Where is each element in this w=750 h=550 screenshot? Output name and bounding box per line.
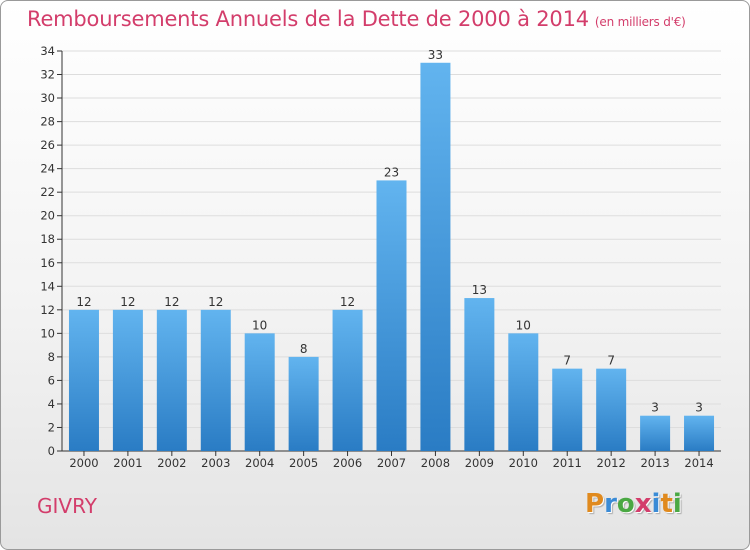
bar [332,309,363,451]
y-tick-label: 6 [48,373,55,387]
bar-value-label: 13 [472,283,487,297]
x-tick-label: 2014 [684,456,713,470]
bar [684,415,715,451]
x-tick-label: 2011 [553,456,582,470]
x-tick-label: 2002 [157,456,186,470]
chart-title: Remboursements Annuels de la Dette de 20… [27,7,686,31]
bar [244,333,275,451]
bar [508,333,539,451]
bar-value-label: 10 [516,318,531,332]
logo-letter: P [585,489,605,519]
y-tick-label: 8 [48,350,55,364]
x-tick-label: 2006 [333,456,362,470]
bar-value-label: 10 [252,318,267,332]
bar-value-label: 3 [651,401,659,415]
bar [68,309,99,451]
bar-value-label: 23 [384,165,399,179]
y-tick-label: 10 [40,326,55,340]
bar-value-label: 7 [607,354,615,368]
y-tick-label: 4 [48,397,55,411]
chart-title-text: Remboursements Annuels de la Dette de 20… [27,7,589,31]
logo-letter: i [672,489,682,519]
bar-value-label: 12 [208,295,223,309]
chart-unit-note: (en milliers d'€) [594,15,686,29]
x-tick-label: 2008 [421,456,450,470]
logo-letter: t [660,489,673,519]
x-tick-label: 2003 [201,456,230,470]
x-tick-label: 2010 [509,456,538,470]
y-tick-label: 2 [48,420,55,434]
y-tick-label: 34 [40,44,55,58]
bar [552,368,583,451]
y-tick-label: 32 [40,68,55,82]
y-tick-label: 24 [40,162,55,176]
logo-letter: o [616,489,635,519]
y-tick-label: 18 [40,232,55,246]
bar-value-label: 33 [428,48,443,62]
bar-value-label: 12 [340,295,355,309]
logo-letter: x [634,489,652,519]
y-tick-label: 26 [40,138,55,152]
x-tick-label: 2001 [113,456,142,470]
bar-value-label: 8 [300,342,308,356]
bar [200,309,231,451]
bar [112,309,143,451]
bar [640,415,671,451]
x-tick-label: 2005 [289,456,318,470]
bar-value-label: 12 [164,295,179,309]
x-tick-label: 2000 [69,456,98,470]
logo-letter: r [604,489,617,519]
proxiti-logo: Proxiti [585,489,682,519]
y-tick-label: 0 [48,444,55,458]
bar-value-label: 3 [695,401,703,415]
bar [464,298,495,451]
y-tick-label: 20 [40,209,55,223]
x-tick-label: 2007 [377,456,406,470]
y-tick-label: 14 [40,279,55,293]
bar [376,180,407,452]
city-name: GIVRY [37,494,97,518]
logo-letter: i [651,489,661,519]
bar [420,62,451,451]
x-tick-label: 2004 [245,456,274,470]
bar-value-label: 12 [120,295,135,309]
bar [288,356,319,451]
y-tick-label: 22 [40,185,55,199]
y-tick-label: 28 [40,115,55,129]
bar-value-label: 12 [76,295,91,309]
y-tick-label: 12 [40,303,55,317]
y-tick-label: 16 [40,256,55,270]
bar-value-label: 7 [563,354,571,368]
bar [156,309,187,451]
x-tick-label: 2009 [465,456,494,470]
bar [596,368,627,451]
x-tick-label: 2013 [640,456,669,470]
y-tick-label: 30 [40,91,55,105]
x-tick-label: 2012 [597,456,626,470]
